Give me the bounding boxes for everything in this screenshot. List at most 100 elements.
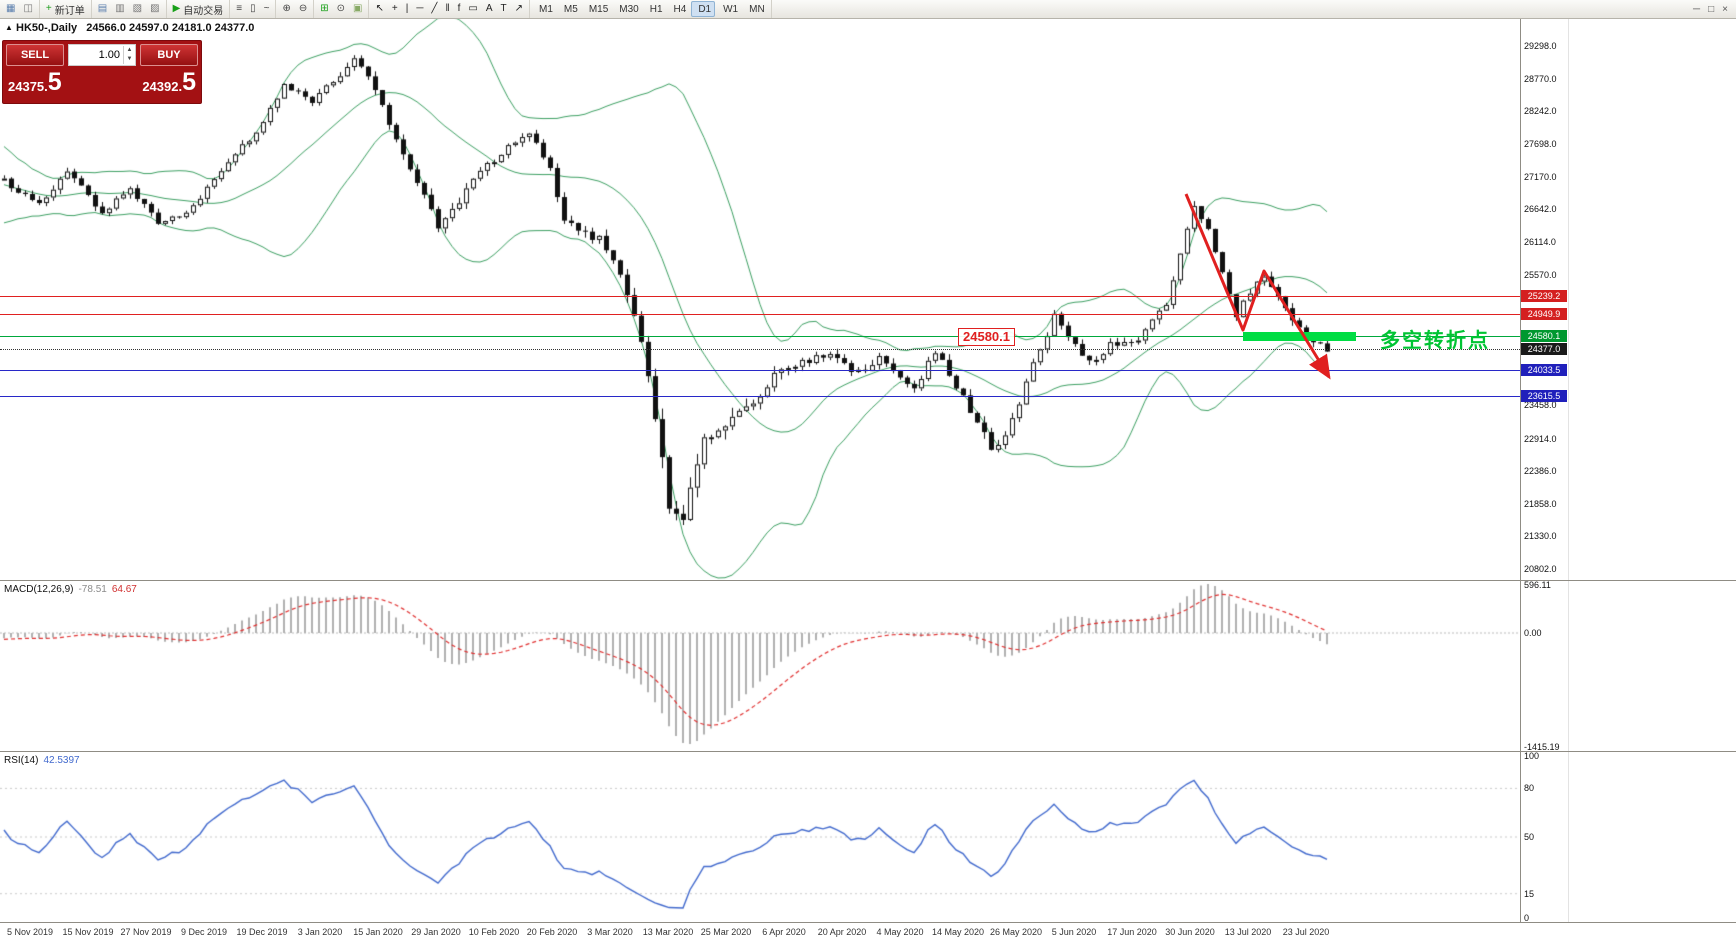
tf-m30[interactable]: M30: [613, 2, 641, 16]
templates-icon[interactable]: ▣: [350, 2, 365, 16]
tf-m15-label: M15: [588, 3, 609, 15]
price-badge-24580.1: 24580.1: [1521, 330, 1567, 343]
price-badge-24033.5: 24033.5: [1521, 364, 1567, 377]
shapes-icon[interactable]: ▭: [465, 2, 480, 16]
tf-h4-label: H4: [673, 3, 687, 15]
chart-profiles-icon[interactable]: ◫: [20, 2, 35, 16]
rsi-canvas[interactable]: [0, 752, 1520, 922]
arrow-icon[interactable]: ↗: [512, 2, 526, 16]
date-label: 29 Jan 2020: [411, 927, 461, 937]
buy-price[interactable]: 24392. 5: [142, 68, 196, 96]
tf-h4[interactable]: H4: [668, 2, 690, 16]
text-icon: A: [485, 3, 493, 14]
channel-icon: ‖: [445, 3, 450, 14]
price-axis[interactable]: [1520, 18, 1569, 942]
volume-value[interactable]: 1.00: [98, 49, 120, 61]
indicators-icon[interactable]: ⊞: [317, 2, 331, 16]
zoom-out-icon[interactable]: ⊖: [296, 2, 310, 16]
level-line-24033.5[interactable]: [0, 370, 1520, 372]
indicators-icon: ⊞: [320, 3, 329, 14]
toolbar-group-autotrade: ▶ 自动交易: [167, 0, 231, 18]
terminal-icon[interactable]: ▨: [147, 2, 162, 16]
tf-m30-label: M30: [619, 3, 639, 15]
volume-field[interactable]: 1.00 ▲ ▼: [68, 44, 136, 66]
date-label: 13 Mar 2020: [642, 927, 694, 937]
new-chart-icon[interactable]: ▦: [3, 2, 18, 16]
bar-chart-icon[interactable]: ≡: [233, 2, 245, 16]
tf-w1-label: W1: [723, 3, 739, 15]
date-label: 26 May 2020: [989, 927, 1043, 937]
cursor-icon[interactable]: ↖: [372, 2, 386, 16]
rsi-panel-separator[interactable]: [0, 751, 1736, 752]
label-icon[interactable]: T: [498, 2, 510, 16]
price-axis-label: 29298.0: [1524, 41, 1557, 51]
level-line-24580.1[interactable]: [0, 336, 1520, 338]
level-line-23615.5[interactable]: [0, 395, 1520, 397]
toolbar-right-icons: ─ □ ×: [1689, 0, 1732, 18]
price-axis-label: 28242.0: [1524, 106, 1557, 116]
periods-icon[interactable]: ⊙: [334, 2, 348, 16]
vertical-line-icon: |: [405, 3, 409, 14]
fibonacci-icon[interactable]: f: [455, 2, 464, 16]
channel-icon[interactable]: ‖: [442, 2, 452, 16]
line-chart-icon[interactable]: ~: [261, 2, 273, 16]
chart-title: HK50-,Daily 24566.0 24597.0 24181.0 2437…: [16, 22, 254, 34]
autotrading-button[interactable]: ▶ 自动交易: [170, 2, 227, 17]
tf-mn[interactable]: MN: [743, 2, 768, 16]
macd-axis-label: 596.11: [1524, 579, 1551, 590]
navigator-icon[interactable]: ▧: [130, 2, 145, 16]
bar-chart-icon: ≡: [236, 3, 243, 14]
price-axis-label: 22914.0: [1524, 433, 1557, 444]
annotation-text[interactable]: 多空转折点: [1380, 330, 1490, 352]
price-axis-label: 26642.0: [1524, 204, 1557, 215]
trendline-icon[interactable]: ╱: [428, 2, 440, 16]
tf-h1[interactable]: H1: [644, 2, 666, 16]
date-label: 4 May 2020: [876, 927, 924, 937]
price-axis-label: 23458.0: [1524, 400, 1557, 411]
buy-button[interactable]: BUY: [140, 44, 198, 66]
level-line-24377.0[interactable]: [0, 348, 1520, 350]
one-click-collapse-icon[interactable]: ▲: [5, 23, 13, 32]
close-icon[interactable]: ×: [1722, 3, 1728, 15]
crosshair-icon[interactable]: +: [389, 2, 401, 16]
date-label: 5 Jun 2020: [1051, 927, 1097, 937]
date-label: 3 Mar 2020: [587, 927, 633, 937]
zoom-out-icon: ⊖: [298, 3, 308, 14]
date-axis[interactable]: 5 Nov 2019 15 Nov 2019 27 Nov 2019 9 Dec 20…: [0, 923, 1736, 942]
date-label: 14 May 2020: [931, 927, 985, 937]
sell-price[interactable]: 24375. 5: [8, 68, 62, 96]
macd-panel-separator[interactable]: [0, 580, 1736, 581]
restore-icon[interactable]: □: [1708, 3, 1715, 15]
level-line-24949.9[interactable]: [0, 313, 1520, 315]
main-chart-canvas[interactable]: [0, 18, 1520, 580]
text-icon[interactable]: A: [483, 2, 496, 16]
rsi-axis-label: 100: [1524, 751, 1540, 761]
rsi-axis-label: 0: [1524, 913, 1530, 923]
tf-m15[interactable]: M15: [583, 2, 611, 16]
volume-up-icon[interactable]: ▲: [126, 47, 133, 53]
new-order-button[interactable]: + 新订单: [43, 2, 88, 17]
data-window-icon[interactable]: ▥: [112, 2, 127, 16]
horizontal-line-icon[interactable]: ─: [413, 2, 426, 16]
minimize-icon[interactable]: ─: [1693, 3, 1701, 15]
support-zone-bar[interactable]: [1243, 332, 1356, 341]
date-label: 20 Apr 2020: [817, 927, 867, 937]
price-axis-label: 28770.0: [1524, 73, 1557, 84]
date-label: 25 Mar 2020: [700, 927, 752, 937]
macd-indicator-label: MACD(12,26,9) -78.51 64.67: [4, 584, 137, 595]
tf-m1[interactable]: M1: [533, 2, 556, 16]
price-axis-label: 26114.0: [1524, 237, 1556, 247]
price-level-label[interactable]: 24580.1: [958, 328, 1015, 346]
candlestick-chart-icon[interactable]: ▯: [247, 2, 259, 16]
tf-m5[interactable]: M5: [558, 2, 581, 16]
toolbar-group-order: + 新订单: [40, 0, 92, 18]
market-watch-icon[interactable]: ▤: [95, 2, 110, 16]
tf-d1[interactable]: D1: [691, 1, 716, 17]
volume-down-icon[interactable]: ▼: [126, 56, 133, 62]
vertical-line-icon[interactable]: |: [403, 2, 412, 16]
level-line-25239.2[interactable]: [0, 295, 1520, 297]
zoom-in-icon[interactable]: ⊕: [279, 2, 293, 16]
macd-canvas[interactable]: [0, 581, 1520, 751]
tf-w1[interactable]: W1: [717, 2, 741, 16]
sell-button[interactable]: SELL: [6, 44, 64, 66]
